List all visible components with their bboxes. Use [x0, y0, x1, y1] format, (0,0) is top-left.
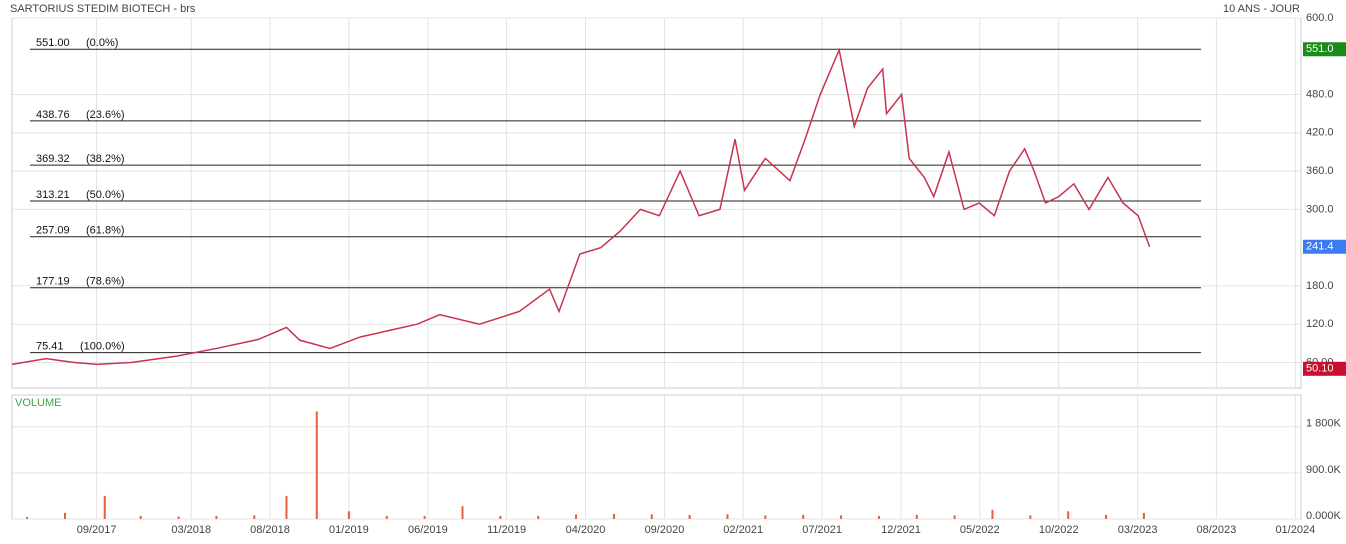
price-line: [11, 47, 1151, 366]
volume-bar: [840, 515, 843, 519]
y-tick-label: 600.0: [1306, 12, 1334, 24]
volume-bar: [991, 509, 994, 519]
period: 10 ANS - JOUR: [1223, 3, 1300, 15]
volume-bar: [1029, 515, 1032, 519]
x-tick-label: 10/2022: [1039, 524, 1079, 536]
fib-ratio: (0.0%): [86, 37, 118, 49]
x-tick-label: 09/2020: [645, 524, 685, 536]
price-panel: [11, 17, 1302, 389]
fib-ratio: (38.2%): [86, 153, 125, 165]
volume-bar: [461, 506, 464, 519]
y-tick-label: 1 800K: [1306, 418, 1342, 430]
y-tick-label: 360.0: [1306, 165, 1334, 177]
volume-bar: [103, 495, 106, 519]
y-tick-label: 120.0: [1306, 318, 1334, 330]
x-tick-label: 05/2022: [960, 524, 1000, 536]
x-tick-label: 09/2017: [77, 524, 117, 536]
volume-bar: [499, 515, 502, 519]
fib-ratio: (61.8%): [86, 225, 125, 237]
x-tick-label: 08/2023: [1197, 524, 1237, 536]
y-tick-label: 180.0: [1306, 280, 1334, 292]
y-tick-label: 0.000K: [1306, 510, 1342, 522]
volume-bar: [253, 515, 256, 519]
price-badge: [1303, 42, 1346, 57]
fib-value: 313.21: [36, 189, 70, 201]
volume-bar: [612, 513, 615, 519]
x-tick-label: 01/2024: [1275, 524, 1315, 536]
x-tick-label: 08/2018: [250, 524, 290, 536]
volume-bar: [385, 515, 388, 519]
volume-bar: [877, 515, 880, 519]
volume-bar: [285, 495, 288, 519]
volume-bar: [575, 514, 578, 519]
volume-bar: [726, 514, 729, 519]
y-tick-label: 480.0: [1306, 88, 1334, 100]
x-tick-label: 04/2020: [566, 524, 606, 536]
price-badge: [1303, 361, 1346, 376]
volume-bar: [802, 514, 805, 519]
fib-ratio: (23.6%): [86, 109, 125, 121]
volume-bar: [537, 515, 540, 519]
volume-bar: [688, 514, 691, 519]
x-tick-label: 07/2021: [802, 524, 842, 536]
volume-bar: [63, 512, 66, 519]
x-tick-label: 02/2021: [723, 524, 763, 536]
volume-bar: [26, 516, 29, 519]
price-badge-label: 241.4: [1306, 241, 1334, 253]
x-tick-label: 06/2019: [408, 524, 448, 536]
volume-bar: [953, 515, 956, 519]
volume-bar: [915, 514, 918, 519]
fib-ratio: (100.0%): [80, 341, 125, 353]
x-tick-label: 03/2018: [171, 524, 211, 536]
x-tick-label: 11/2019: [487, 524, 526, 536]
volume-bar: [1142, 512, 1145, 519]
volume-bar: [347, 511, 350, 519]
volume-bar: [177, 516, 180, 519]
volume-bar: [215, 515, 218, 519]
price-badge-label: 551.0: [1306, 43, 1334, 55]
volume-bar: [139, 515, 142, 519]
volume-panel: [11, 394, 1302, 520]
volume-bar: [1067, 511, 1070, 519]
fib-value: 75.41: [36, 341, 64, 353]
volume-title: VOLUME: [15, 397, 61, 409]
volume-bar: [650, 514, 653, 519]
x-tick-label: 01/2019: [329, 524, 369, 536]
fib-ratio: (78.6%): [86, 276, 125, 288]
price-badge-label: 50.10: [1306, 363, 1334, 375]
volume-bar: [1105, 514, 1108, 519]
x-tick-label: 03/2023: [1118, 524, 1158, 536]
fib-ratio: (50.0%): [86, 189, 125, 201]
price-badge: [1303, 239, 1346, 254]
volume-bar: [315, 411, 318, 519]
volume-bar: [764, 515, 767, 519]
y-tick-label: 900.0K: [1306, 464, 1342, 476]
fib-value: 257.09: [36, 225, 70, 237]
fib-value: 369.32: [36, 153, 70, 165]
chart-title: SARTORIUS STEDIM BIOTECH - brs: [10, 3, 196, 15]
fib-value: 438.76: [36, 109, 70, 121]
fib-value: 177.19: [36, 276, 70, 288]
fib-value: 551.00: [36, 37, 70, 49]
y-tick-label: 420.0: [1306, 127, 1334, 139]
volume-bar: [423, 515, 426, 519]
y-tick-label: 300.0: [1306, 203, 1334, 215]
x-tick-label: 12/2021: [881, 524, 921, 536]
